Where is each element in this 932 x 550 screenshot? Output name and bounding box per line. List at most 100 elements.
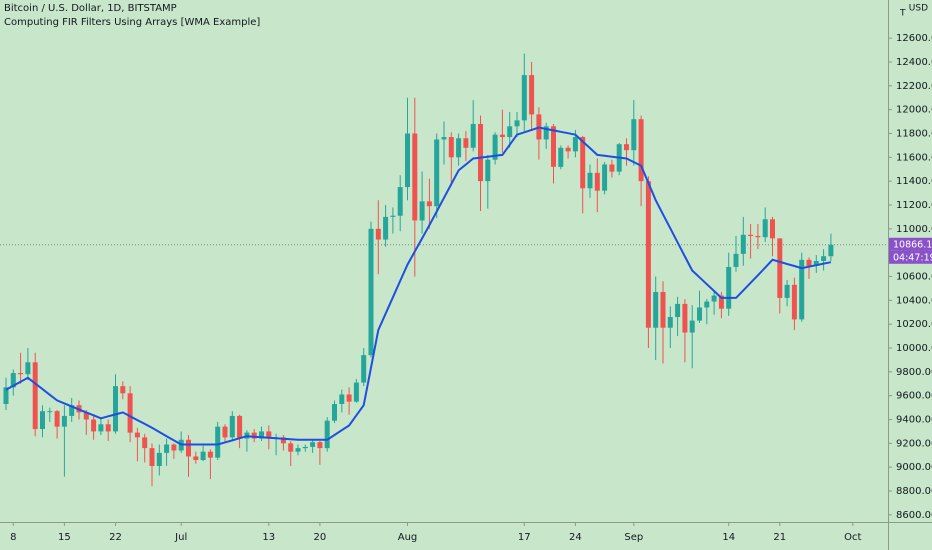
candle-body — [740, 234, 746, 254]
candle-body — [755, 235, 761, 238]
x-tick-label: Sep — [624, 532, 643, 543]
candle-body — [587, 172, 593, 189]
candle-body — [711, 295, 717, 302]
candle-body — [10, 373, 16, 388]
candle-body — [361, 355, 367, 383]
candle-body — [718, 295, 724, 309]
candle-body — [120, 386, 126, 394]
currency-label: USD — [909, 4, 928, 14]
candle-body — [434, 139, 440, 207]
candle-body — [521, 75, 527, 121]
candle-body — [529, 75, 535, 115]
y-tick-label: 11200.00 — [896, 200, 932, 211]
countdown-tag — [889, 250, 932, 264]
y-tick-label: 8600.00 — [896, 510, 932, 521]
candle-body — [551, 126, 556, 167]
x-tick-label: 20 — [314, 532, 327, 543]
candle-body — [229, 415, 235, 438]
candle-body — [215, 426, 221, 458]
candle-body — [704, 301, 710, 308]
candle-body — [689, 320, 695, 333]
candle-body — [463, 138, 469, 148]
candle-body — [645, 181, 651, 328]
candle-body — [456, 138, 462, 158]
candle-body — [441, 137, 447, 140]
y-tick-label: 8800.00 — [896, 486, 932, 497]
candle-body — [3, 387, 9, 405]
candle-body — [18, 373, 24, 375]
candle-body — [784, 284, 790, 298]
candle-body — [32, 362, 38, 430]
candle-body — [266, 431, 272, 439]
candle-body — [200, 451, 206, 461]
y-tick-label: 9400.00 — [896, 415, 932, 426]
candle-body — [164, 444, 170, 453]
candle-body — [638, 119, 644, 182]
candle-body — [302, 446, 308, 449]
candle-body — [310, 442, 316, 447]
candle-body — [543, 126, 549, 140]
x-tick-label: 24 — [569, 532, 582, 543]
candle-body — [448, 137, 454, 158]
y-tick-label: 9800.00 — [896, 367, 932, 378]
chart-title: Bitcoin / U.S. Dollar, 1D, BITSTAMP — [4, 3, 177, 14]
candle-body — [682, 303, 688, 333]
candle-body — [594, 172, 600, 191]
last-price-tag — [889, 237, 932, 251]
candle-body — [791, 284, 797, 320]
candle-body — [193, 456, 199, 461]
candle-body — [127, 393, 133, 433]
candle-body — [478, 123, 483, 182]
candle-body — [390, 215, 396, 217]
candle-body — [821, 256, 827, 261]
y-tick-label: 12400.00 — [896, 57, 932, 68]
candle-body — [47, 411, 53, 413]
candle-body — [770, 219, 775, 239]
y-tick-label: 10200.00 — [896, 319, 932, 330]
candle-body — [40, 411, 45, 430]
candle-body — [470, 123, 476, 148]
candle-body — [69, 405, 75, 416]
candle-body — [368, 228, 374, 356]
x-tick-label: 21 — [773, 532, 786, 543]
y-tick-label: 10600.00 — [896, 271, 932, 282]
candle-body — [419, 201, 425, 221]
candle-body — [602, 164, 608, 191]
candle-body — [105, 424, 111, 432]
candle-body — [346, 394, 352, 402]
candle-body — [397, 187, 403, 216]
candle-body — [426, 201, 432, 207]
candle-body — [565, 147, 571, 152]
candle-body — [98, 424, 104, 432]
y-tick-label: 12000.00 — [896, 105, 932, 116]
candle-body — [514, 120, 520, 127]
candle-body — [61, 415, 67, 427]
candle-body — [186, 439, 191, 457]
candle-body — [91, 419, 97, 432]
candle-body — [375, 228, 381, 240]
candle-body — [813, 261, 819, 266]
y-tick-label: 10400.00 — [896, 295, 932, 306]
candle-body — [675, 303, 681, 318]
candle-body — [171, 444, 177, 451]
candle-body — [799, 259, 805, 320]
axis-icon[interactable]: T — [899, 9, 906, 19]
candle-body — [609, 164, 615, 172]
y-tick-label: 11400.00 — [896, 176, 932, 187]
y-tick-label: 12200.00 — [896, 81, 932, 92]
candle-body — [25, 362, 31, 375]
candle-body — [295, 448, 301, 452]
candle-body — [324, 420, 330, 449]
candle-body — [558, 147, 564, 167]
candle-body — [499, 134, 505, 138]
candle-body — [113, 386, 118, 432]
candle-body — [83, 412, 89, 420]
candle-body — [806, 259, 812, 266]
x-tick-label: Jul — [174, 532, 187, 543]
candle-body — [237, 415, 243, 439]
candle-body — [142, 437, 148, 449]
candle-body — [762, 219, 768, 238]
y-tick-label: 11600.00 — [896, 152, 932, 163]
candle-body — [339, 394, 345, 405]
